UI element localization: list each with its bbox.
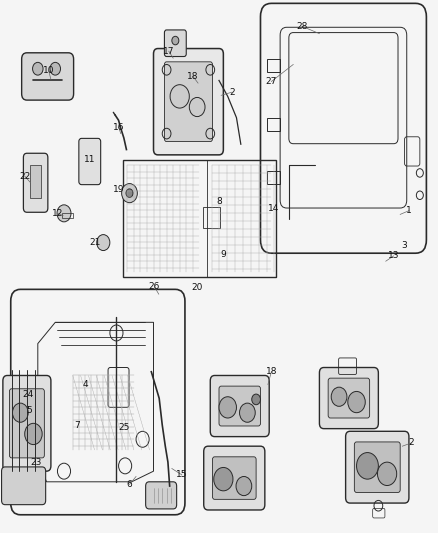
- Circle shape: [25, 423, 42, 445]
- Text: 2: 2: [229, 87, 235, 96]
- Text: 3: 3: [402, 241, 407, 250]
- Text: 7: 7: [74, 422, 80, 431]
- FancyBboxPatch shape: [212, 457, 256, 499]
- Text: 20: 20: [191, 283, 203, 292]
- Bar: [267, 59, 280, 72]
- Text: 15: 15: [176, 471, 187, 479]
- Text: 6: 6: [127, 480, 132, 489]
- Circle shape: [57, 205, 71, 222]
- Bar: [267, 171, 280, 184]
- Text: 13: 13: [388, 252, 399, 260]
- Circle shape: [32, 62, 43, 75]
- Text: 21: 21: [89, 238, 100, 247]
- Circle shape: [97, 235, 110, 251]
- FancyBboxPatch shape: [328, 378, 370, 418]
- Bar: [267, 118, 280, 131]
- FancyBboxPatch shape: [164, 30, 186, 56]
- Circle shape: [252, 394, 261, 405]
- Circle shape: [357, 453, 378, 479]
- FancyBboxPatch shape: [346, 431, 409, 503]
- Bar: [62, 213, 73, 217]
- Text: 25: 25: [118, 423, 130, 432]
- Text: 4: 4: [83, 380, 88, 389]
- Text: 8: 8: [216, 197, 222, 206]
- FancyBboxPatch shape: [164, 62, 212, 142]
- Circle shape: [126, 189, 133, 197]
- Text: 9: 9: [220, 251, 226, 260]
- Circle shape: [122, 183, 138, 203]
- Circle shape: [219, 397, 237, 418]
- Text: 11: 11: [85, 155, 96, 164]
- Text: 19: 19: [113, 185, 124, 194]
- Text: 17: 17: [163, 47, 174, 55]
- Text: 27: 27: [266, 77, 277, 86]
- Circle shape: [378, 462, 397, 486]
- Circle shape: [170, 85, 189, 108]
- Circle shape: [12, 403, 28, 422]
- FancyBboxPatch shape: [204, 446, 265, 510]
- Bar: [123, 160, 276, 277]
- Text: 12: 12: [52, 209, 63, 218]
- Text: 16: 16: [113, 123, 124, 132]
- Circle shape: [189, 98, 205, 117]
- Text: 26: 26: [148, 282, 160, 291]
- FancyBboxPatch shape: [3, 375, 51, 471]
- FancyBboxPatch shape: [23, 154, 48, 212]
- Text: 24: 24: [22, 390, 33, 399]
- Text: 23: 23: [31, 458, 42, 466]
- Text: 1: 1: [406, 206, 412, 215]
- Circle shape: [172, 36, 179, 45]
- FancyBboxPatch shape: [319, 368, 378, 429]
- Text: 14: 14: [268, 204, 279, 213]
- Circle shape: [348, 391, 365, 413]
- Circle shape: [331, 387, 347, 406]
- FancyBboxPatch shape: [21, 53, 74, 100]
- FancyBboxPatch shape: [2, 467, 46, 505]
- FancyBboxPatch shape: [219, 386, 261, 426]
- FancyBboxPatch shape: [79, 139, 101, 184]
- FancyBboxPatch shape: [354, 442, 400, 492]
- Circle shape: [236, 477, 252, 496]
- FancyBboxPatch shape: [10, 389, 44, 458]
- Text: 5: 5: [26, 406, 32, 415]
- FancyBboxPatch shape: [210, 375, 269, 437]
- Text: 28: 28: [296, 22, 307, 31]
- Circle shape: [50, 62, 60, 75]
- Text: 10: 10: [43, 67, 54, 75]
- Bar: [30, 165, 41, 198]
- Text: 2: 2: [408, 439, 414, 448]
- Text: 18: 18: [187, 71, 198, 80]
- Circle shape: [240, 403, 255, 422]
- Text: 18: 18: [265, 367, 277, 376]
- Bar: [203, 207, 220, 228]
- FancyBboxPatch shape: [153, 49, 223, 155]
- Circle shape: [214, 467, 233, 491]
- FancyBboxPatch shape: [146, 482, 177, 509]
- Text: 22: 22: [19, 172, 30, 181]
